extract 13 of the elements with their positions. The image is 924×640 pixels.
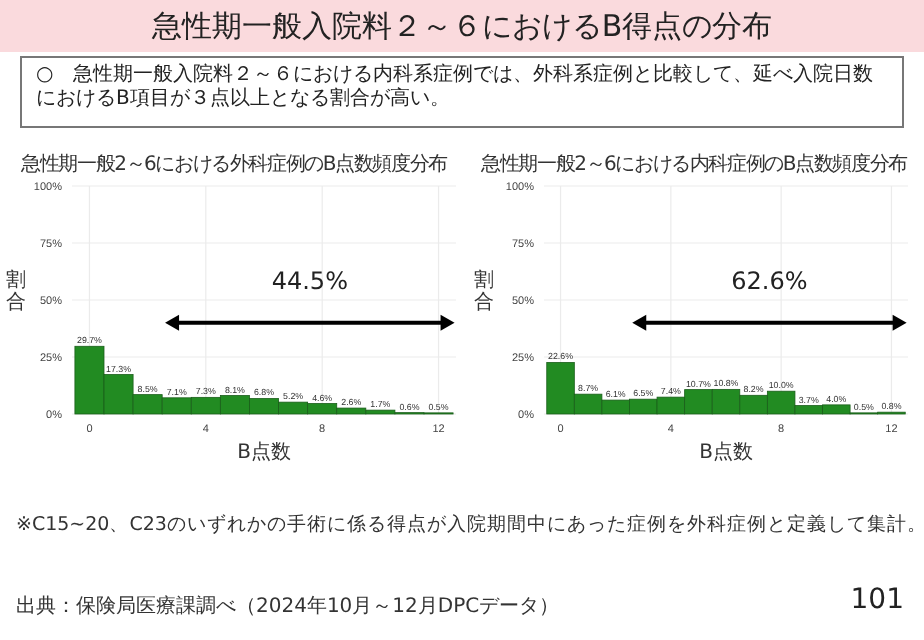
text: 急性期一般入院料２～６におけるB得点の分布: [149, 8, 775, 46]
annotation: 62.6%: [731, 266, 808, 295]
text: 101: [850, 584, 904, 616]
x-axis-title: B点数: [697, 439, 755, 466]
annotation: 44.5%: [271, 266, 348, 295]
text: ○ 急性期一般入院料２～６における内科系症例では、外科系症例と比較して、延べ入院日数におけるB項目が３点以上となる割合が高い。: [20, 56, 904, 128]
x-axis-title: B点数: [235, 439, 293, 466]
text: ※C15~20、C23のいずれかの手術に係る得点が入院期間中にあった症例を外科症例と定義して集計。: [16, 512, 924, 538]
y-axis-title: 割合: [474, 270, 494, 314]
y-axis-title: 割合: [6, 270, 26, 314]
chart-title: 急性期一般2～6における内科症例のB点数頻度分布: [479, 151, 910, 178]
source-note: 出典：保険局医療課調べ（2024年10月～12月DPCデータ）: [16, 593, 560, 620]
chart-title: 急性期一般2～6における外科症例のB点数頻度分布: [19, 151, 450, 178]
